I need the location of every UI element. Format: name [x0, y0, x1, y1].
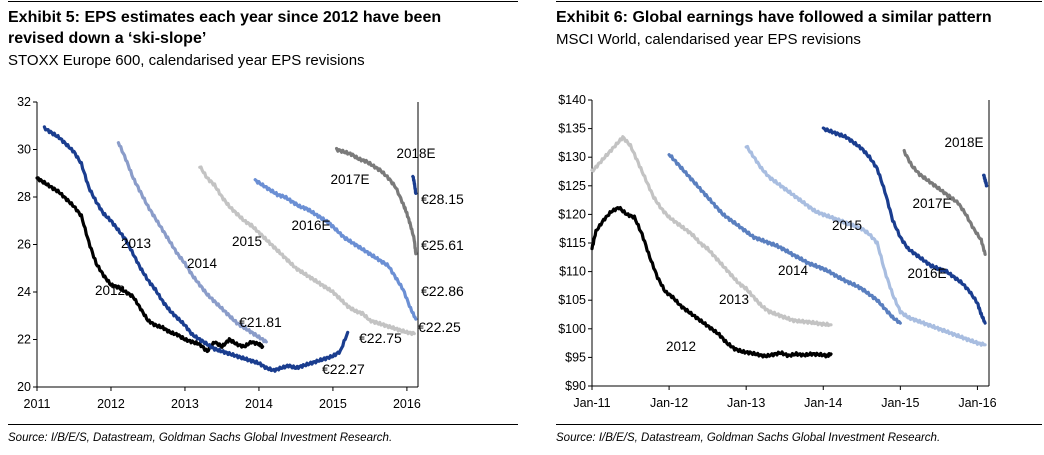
series-label: 2016E: [291, 218, 330, 233]
y-tick-label: $125: [558, 179, 586, 193]
series-label: 2012: [666, 339, 696, 354]
exhibit-5-chart: 20 22 24 26 28 30 32 2011 2012 2013 2014 2015 2016 20…: [17, 95, 464, 411]
exhibit-5-source: Source: I/B/E/S, Datastream, Goldman Sac…: [8, 432, 393, 444]
exhibit-6-panel: Exhibit 6: Global earnings have followed…: [548, 0, 1044, 455]
series-line-2016e: [253, 178, 418, 321]
x-tick-label: 2012: [97, 397, 125, 411]
y-tick-label: 24: [17, 285, 31, 299]
x-tick-label: Jan-11: [573, 396, 610, 410]
x-tick-label: 2011: [24, 397, 51, 411]
source-rule: [8, 424, 518, 425]
value-label: €22.86: [421, 283, 464, 299]
x-tick-label: Jan-16: [958, 396, 996, 410]
x-tick-label: 2013: [171, 397, 199, 411]
y-tick-label: $130: [558, 150, 586, 164]
x-tick-label: Jan-13: [727, 396, 765, 410]
value-label: €28.15: [421, 191, 464, 207]
y-tick-label: $135: [558, 122, 586, 136]
series-label: 2016E: [907, 266, 946, 281]
series-line-2018e: [982, 173, 989, 188]
x-tick-label: Jan-12: [650, 396, 688, 410]
x-tick-label: 2016: [393, 397, 421, 411]
series-line-2017e: [335, 146, 418, 256]
x-tick-label: Jan-14: [804, 396, 842, 410]
y-tick-label: $95: [565, 350, 586, 364]
top-rule: [8, 1, 518, 2]
y-tick-label: 26: [17, 238, 31, 252]
x-tick-label: 2015: [319, 397, 347, 411]
y-tick-label: 20: [17, 380, 31, 394]
series-label: 2015: [232, 234, 262, 249]
value-label: €25.61: [421, 237, 464, 253]
y-tick-label: $140: [558, 93, 586, 107]
source-rule: [556, 424, 1042, 425]
x-tick-label: 2014: [245, 397, 273, 411]
series-line-2016e: [821, 126, 987, 325]
exhibit-6-subtitle: MSCI World, calendarised year EPS revisi…: [556, 31, 861, 48]
series-label: 2014: [778, 263, 809, 278]
y-tick-label: 28: [17, 190, 31, 204]
series-line-2012: [35, 176, 265, 354]
y-tick-label: $110: [559, 265, 586, 279]
value-label: €22.25: [418, 319, 461, 335]
top-rule: [556, 1, 1042, 2]
series-line-2017e: [902, 148, 987, 256]
exhibit-5-subtitle: STOXX Europe 600, calendarised year EPS …: [8, 52, 365, 69]
series-label: 2017E: [330, 172, 369, 187]
y-tick-label: 30: [17, 143, 31, 157]
series-label: 2015: [832, 218, 862, 233]
exhibit-6-chart: $90 $95 $100 $105 $110 $115 $120 $125 $130 $135 $1…: [558, 93, 996, 410]
value-label: €22.75: [359, 330, 402, 346]
series-line-2014: [667, 153, 902, 325]
series-label: 2014: [187, 256, 218, 271]
series-label: 2017E: [912, 196, 951, 211]
series-line-2015: [198, 165, 416, 336]
y-tick-label: 32: [17, 95, 31, 109]
series-label: 2018E: [944, 135, 983, 150]
series-line-2018e: [411, 174, 418, 195]
exhibit-6-source: Source: I/B/E/S, Datastream, Goldman Sac…: [556, 432, 941, 444]
exhibit-6-title: Exhibit 6: Global earnings have followed…: [556, 9, 992, 26]
exhibit-5-title-line2: revised down a ‘ski-slope’: [8, 30, 207, 47]
y-tick-label: 22: [17, 333, 31, 347]
series-label: 2018E: [396, 146, 435, 161]
series-label: 2013: [121, 236, 151, 251]
series-line-2014: [116, 141, 268, 344]
series-line-2013: [590, 135, 833, 328]
exhibit-5-panel: Exhibit 5: EPS estimates each year since…: [0, 0, 520, 455]
y-tick-label: $90: [565, 379, 586, 393]
series-line-2012: [590, 206, 833, 359]
y-tick-label: $115: [559, 236, 586, 250]
x-tick-label: Jan-15: [881, 396, 919, 410]
series-label: 2013: [719, 292, 749, 307]
y-tick-label: $100: [558, 322, 586, 336]
series-line-2015: [744, 144, 987, 347]
series-line-2013: [42, 125, 350, 373]
series-label: 2012: [95, 283, 125, 298]
value-label: €21.81: [239, 314, 282, 330]
y-tick-label: $105: [558, 293, 586, 307]
value-label: €22.27: [322, 361, 365, 377]
y-tick-label: $120: [558, 207, 586, 221]
exhibit-5-title-line1: Exhibit 5: EPS estimates each year since…: [8, 9, 442, 26]
